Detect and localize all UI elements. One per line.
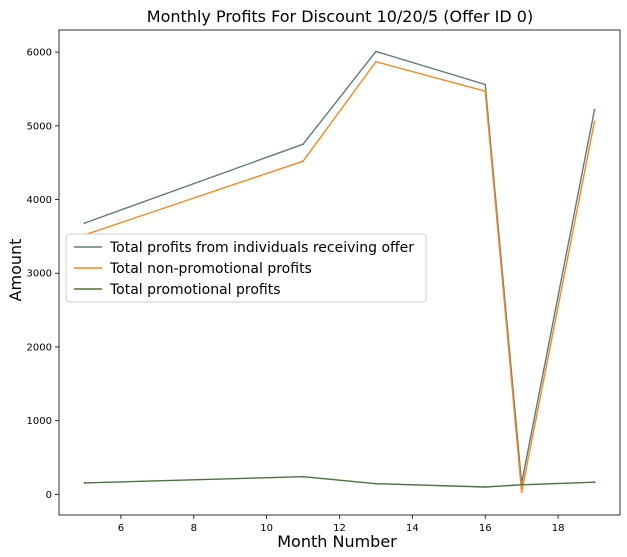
y-tick-label: 2000 (27, 342, 52, 353)
data-point (593, 108, 596, 111)
x-tick-label: 10 (260, 523, 273, 534)
x-tick-label: 12 (333, 523, 346, 534)
x-tick-label: 8 (191, 523, 197, 534)
y-axis-title: Amount (6, 239, 25, 302)
data-point (520, 491, 523, 494)
data-point (484, 83, 487, 86)
y-tick-label: 3000 (27, 269, 52, 280)
data-point (83, 482, 86, 484)
series-line-2 (84, 61, 596, 493)
data-point (593, 481, 596, 484)
x-tick-label: 18 (552, 523, 565, 534)
data-point (375, 50, 377, 53)
y-tick-label: 4000 (27, 195, 52, 206)
data-point (375, 60, 377, 63)
data-point (484, 486, 487, 488)
y-tick-label: 6000 (27, 48, 52, 59)
legend-box (65, 233, 427, 303)
data-point (484, 90, 487, 93)
chart-title: Monthly Profits For Discount 10/20/5 (Of… (147, 7, 533, 26)
data-point (83, 222, 86, 225)
y-tick-label: 5000 (27, 121, 52, 132)
x-tick-label: 14 (406, 523, 419, 534)
data-point (302, 475, 304, 478)
legend-label: Total promotional profits (109, 282, 281, 298)
y-tick-label: 1000 (27, 416, 52, 427)
plot-area: 6 8 10 12 14 16 18 0 1000 2000 3000 4000 5000 6000 (27, 29, 621, 534)
data-point (520, 483, 523, 486)
legend: Total profits from individuals receiving… (65, 233, 427, 303)
series-line-3 (84, 476, 595, 488)
series-line-1 (84, 50, 596, 484)
x-axis-title: Month Number (277, 532, 397, 551)
x-tick-label: 16 (479, 523, 492, 534)
data-point (375, 482, 377, 485)
data-point (302, 143, 304, 146)
data-point (593, 120, 596, 123)
legend-label: Total non-promotional profits (109, 261, 312, 277)
data-point (302, 160, 304, 163)
x-tick-label: 6 (118, 523, 124, 534)
legend-label: Total profits from individuals receiving… (109, 240, 414, 256)
y-tick-label: 0 (46, 490, 52, 501)
